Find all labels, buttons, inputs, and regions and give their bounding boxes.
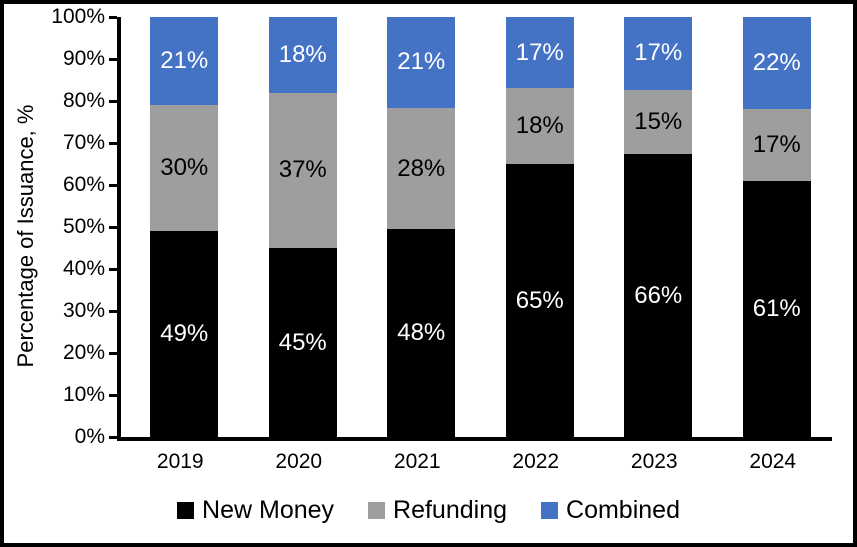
y-axis-tick xyxy=(109,393,117,397)
bar-segment-refunding: 37% xyxy=(268,92,337,248)
bar-segment-refunding: 28% xyxy=(387,107,456,230)
y-axis-tick-label: 20% xyxy=(62,341,105,364)
bar-segment-new-money: 65% xyxy=(505,164,574,437)
bar-value-label: 17% xyxy=(752,131,801,159)
legend-item-new-money: New Money xyxy=(177,495,334,525)
legend: New Money Refunding Combined xyxy=(4,495,853,525)
bar-segment-new-money: 45% xyxy=(268,248,337,437)
y-axis-tick-label: 100% xyxy=(51,5,105,28)
legend-swatch xyxy=(368,501,386,519)
bar-value-label: 61% xyxy=(752,294,801,322)
plot-area: 21% 30% 49% 18% 37% 45% 21% 28% 48% 17% 18% 65% 17% 1… xyxy=(117,17,832,441)
bar-value-label: 30% xyxy=(160,154,209,182)
bar-value-label: 49% xyxy=(160,320,209,348)
bar-value-label: 18% xyxy=(515,112,564,140)
bar-value-label: 65% xyxy=(515,286,564,314)
bar-segment-combined: 21% xyxy=(387,17,456,108)
legend-label: Combined xyxy=(566,496,680,524)
bar-2020: 18% 37% 45% xyxy=(268,17,337,437)
bar-value-label: 48% xyxy=(397,319,446,347)
y-axis-tick-label: 40% xyxy=(62,257,105,280)
bar-2023: 17% 15% 66% xyxy=(624,17,693,437)
y-axis-tick xyxy=(109,99,117,103)
bar-value-label: 17% xyxy=(634,39,683,67)
bar-value-label: 15% xyxy=(634,108,683,136)
bar-value-label: 37% xyxy=(278,156,327,184)
bar-2019: 21% 30% 49% xyxy=(150,17,219,437)
bar-segment-refunding: 15% xyxy=(624,89,693,155)
bar-segment-combined: 18% xyxy=(268,17,337,93)
y-axis-tick-label: 90% xyxy=(62,47,105,70)
y-axis-tick xyxy=(109,435,117,439)
x-axis-label-2022: 2022 xyxy=(512,450,560,473)
bar-segment-combined: 17% xyxy=(505,17,574,89)
legend-label: New Money xyxy=(202,496,335,524)
y-axis-tick xyxy=(109,225,117,229)
x-axis-label-2020: 2020 xyxy=(275,450,323,473)
y-axis-tick xyxy=(109,351,117,355)
legend-item-refunding: Refunding xyxy=(368,495,507,525)
bar-segment-new-money: 61% xyxy=(742,180,811,437)
y-axis-tick-label: 0% xyxy=(74,425,105,448)
y-axis-tick xyxy=(109,309,117,313)
plot-inner: 21% 30% 49% 18% 37% 45% 21% 28% 48% 17% 18% 65% 17% 1… xyxy=(125,17,836,437)
y-axis-tick-label: 80% xyxy=(62,89,105,112)
bar-segment-refunding: 30% xyxy=(150,105,219,232)
bar-value-label: 45% xyxy=(278,328,327,356)
y-axis-tick xyxy=(109,15,117,19)
y-axis-tick xyxy=(109,57,117,61)
y-axis-tick-label: 50% xyxy=(62,215,105,238)
y-axis-tick-label: 60% xyxy=(62,173,105,196)
bar-segment-refunding: 18% xyxy=(505,88,574,164)
bar-2024: 22% 17% 61% xyxy=(742,17,811,437)
y-axis-tick xyxy=(109,183,117,187)
bar-segment-combined: 17% xyxy=(624,17,693,90)
y-axis-tick-label: 30% xyxy=(62,299,105,322)
y-axis-tick xyxy=(109,141,117,145)
bar-value-label: 21% xyxy=(397,48,446,76)
legend-swatch xyxy=(541,501,559,519)
bar-segment-new-money: 49% xyxy=(150,231,219,437)
bar-value-label: 17% xyxy=(515,38,564,66)
legend-label: Refunding xyxy=(393,496,508,524)
bar-value-label: 66% xyxy=(634,281,683,309)
bar-segment-combined: 22% xyxy=(742,17,811,110)
x-axis-label-2024: 2024 xyxy=(749,450,797,473)
bar-segment-new-money: 66% xyxy=(624,154,693,437)
bar-value-label: 22% xyxy=(752,49,801,77)
legend-item-combined: Combined xyxy=(541,495,680,525)
bar-segment-new-money: 48% xyxy=(387,229,456,437)
y-axis-tick-label: 70% xyxy=(62,131,105,154)
bar-value-label: 21% xyxy=(160,47,209,75)
x-axis-label-2023: 2023 xyxy=(630,450,678,473)
bar-segment-combined: 21% xyxy=(150,17,219,106)
x-axis-label-2019: 2019 xyxy=(156,450,204,473)
bar-segment-refunding: 17% xyxy=(742,109,811,181)
bar-2021: 21% 28% 48% xyxy=(387,17,456,437)
bar-value-label: 28% xyxy=(397,154,446,182)
x-axis-label-2021: 2021 xyxy=(393,450,441,473)
y-axis-tick xyxy=(109,267,117,271)
bar-2022: 17% 18% 65% xyxy=(505,17,574,437)
y-axis-tick-label: 10% xyxy=(62,383,105,406)
legend-swatch xyxy=(177,501,195,519)
bar-value-label: 18% xyxy=(278,40,327,68)
